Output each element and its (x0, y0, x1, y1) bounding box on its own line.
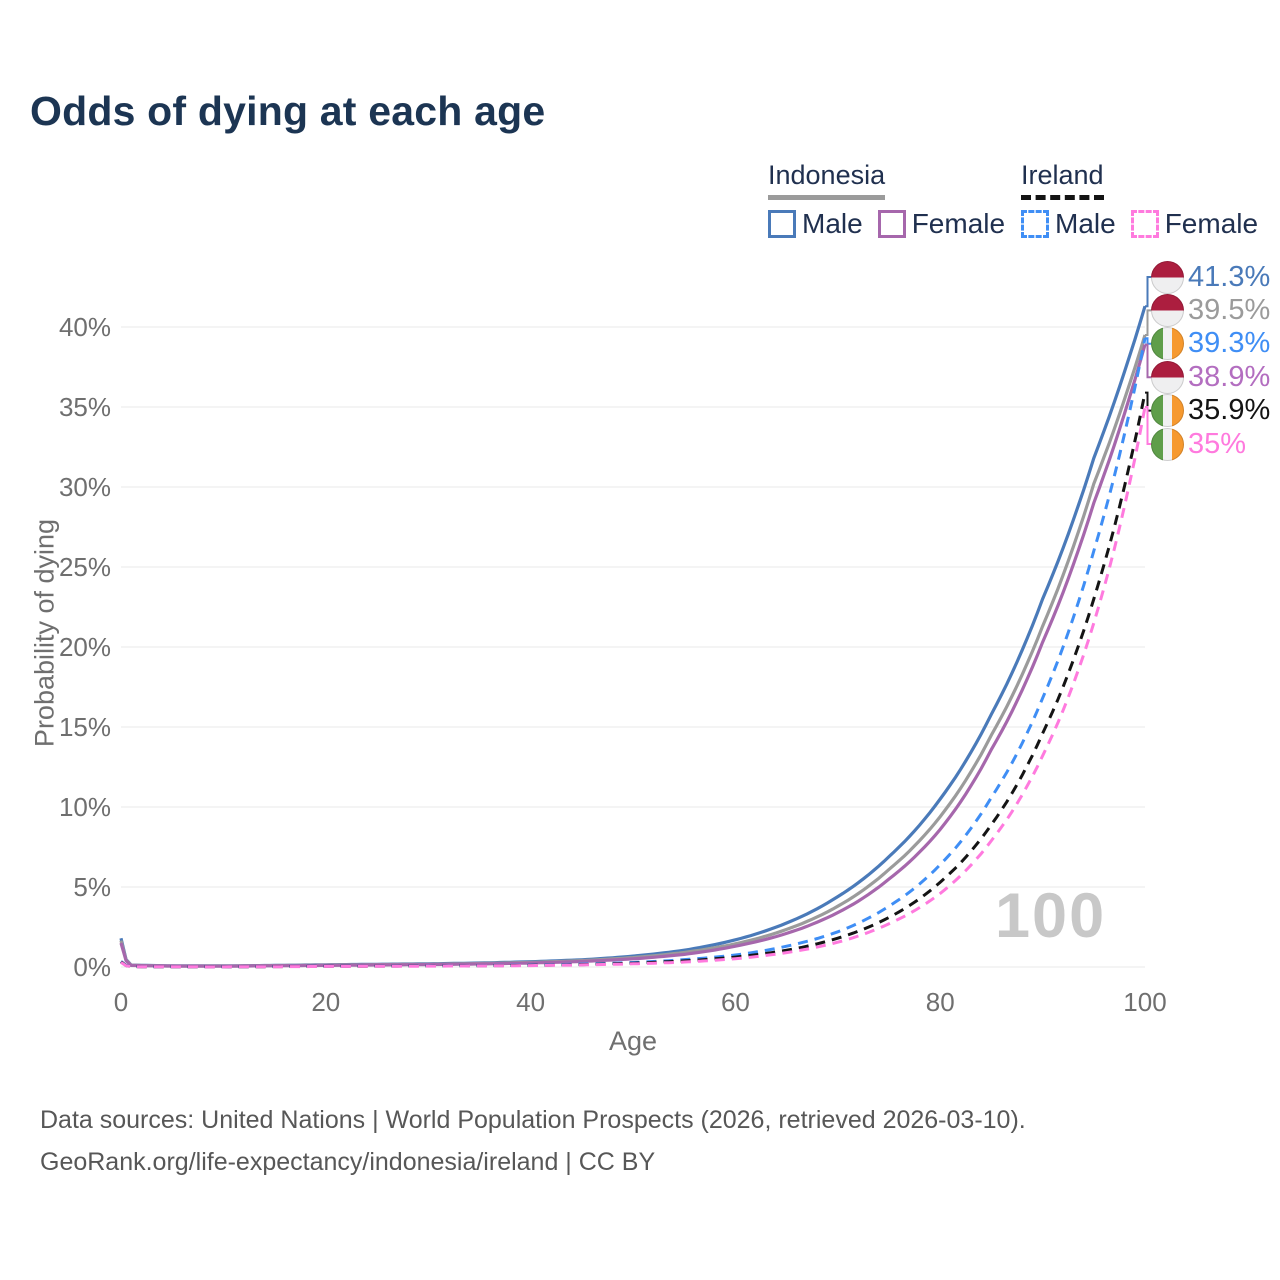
end-label-value: 35.9% (1188, 394, 1271, 427)
legend-swatch-indonesia-male (768, 210, 796, 238)
legend-group-indonesia: Indonesia Male Female (768, 160, 1005, 240)
legend-swatch-ireland-male (1021, 210, 1049, 238)
attribution-note: GeoRank.org/life-expectancy/indonesia/ir… (40, 1148, 656, 1176)
series-line-indonesia (119, 334, 1147, 968)
end-label-4: 35.9% (1151, 394, 1270, 428)
legend-label-indonesia-male: Male (802, 208, 863, 239)
ireland-flag-icon (1151, 327, 1184, 361)
legend-header-indonesia[interactable]: Indonesia (768, 160, 886, 200)
end-label-0: 41.3% (1151, 260, 1270, 294)
y-tick-label: 5% (73, 872, 111, 902)
label-connector (1145, 391, 1152, 412)
end-label-value: 39.3% (1188, 327, 1271, 360)
legend-label-ireland-female: Female (1164, 208, 1259, 239)
legend-swatch-indonesia-female (877, 210, 906, 238)
legend-item-indonesia-female[interactable]: Female (877, 208, 1006, 240)
label-connector (1145, 309, 1152, 336)
y-tick-label: 25% (59, 552, 111, 582)
series-line-indonesia-male (119, 305, 1147, 968)
legend-item-ireland-male[interactable]: Male (1021, 208, 1116, 240)
x-tick-label: 0 (114, 987, 128, 1017)
legend-group-ireland: Ireland Male Female (1021, 160, 1258, 240)
end-label-3: 38.9% (1151, 360, 1270, 394)
x-tick-label: 20 (311, 987, 340, 1017)
y-tick-label: 15% (59, 712, 111, 742)
y-tick-label: 0% (73, 952, 111, 982)
x-tick-label: 100 (1123, 987, 1166, 1017)
end-label-value: 38.9% (1188, 360, 1271, 393)
series-line-ireland (120, 392, 1147, 969)
label-connector (1145, 343, 1152, 379)
y-tick-label: 20% (59, 632, 111, 662)
end-label-value: 35% (1188, 427, 1247, 460)
y-tick-label: 10% (59, 792, 111, 822)
label-connector (1145, 406, 1152, 445)
label-connector (1145, 276, 1152, 308)
y-axis-title: Probability of dying (29, 518, 60, 748)
end-label-5: 35% (1151, 427, 1246, 461)
indonesia-flag-icon (1151, 293, 1184, 327)
indonesia-flag-icon (1151, 360, 1184, 394)
legend-item-ireland-female[interactable]: Female (1130, 208, 1259, 240)
y-tick-label: 35% (59, 392, 111, 422)
end-label-value: 41.3% (1188, 260, 1271, 293)
y-tick-label: 30% (59, 472, 111, 502)
end-label-1: 39.5% (1151, 293, 1270, 327)
indonesia-flag-icon (1151, 260, 1184, 294)
ireland-flag-icon (1151, 427, 1184, 461)
series-line-ireland-female (120, 406, 1147, 969)
end-label-2: 39.3% (1151, 327, 1270, 361)
series-line-ireland-male (120, 337, 1147, 969)
end-label-value: 39.5% (1188, 293, 1271, 326)
legend-label-ireland-male: Male (1055, 208, 1116, 239)
age-watermark: 100 (995, 881, 1107, 951)
x-tick-label: 80 (926, 987, 955, 1017)
data-sources-note: Data sources: United Nations | World Pop… (40, 1106, 1026, 1134)
legend-items-ireland: Male Female (1021, 208, 1258, 240)
legend-items-indonesia: Male Female (768, 208, 1005, 240)
page-title: Odds of dying at each age (30, 88, 546, 134)
legend-swatch-ireland-female (1130, 210, 1159, 238)
label-connector (1145, 337, 1152, 345)
legend-header-ireland[interactable]: Ireland (1021, 160, 1104, 200)
ireland-flag-icon (1151, 394, 1184, 428)
x-tick-label: 40 (516, 987, 545, 1017)
x-axis-title: Age (608, 1026, 658, 1056)
series-line-indonesia-female (119, 344, 1147, 968)
legend-label-indonesia-female: Female (911, 208, 1006, 239)
legend-item-indonesia-male[interactable]: Male (768, 208, 863, 240)
y-tick-label: 40% (59, 312, 111, 342)
x-tick-label: 60 (721, 987, 750, 1017)
